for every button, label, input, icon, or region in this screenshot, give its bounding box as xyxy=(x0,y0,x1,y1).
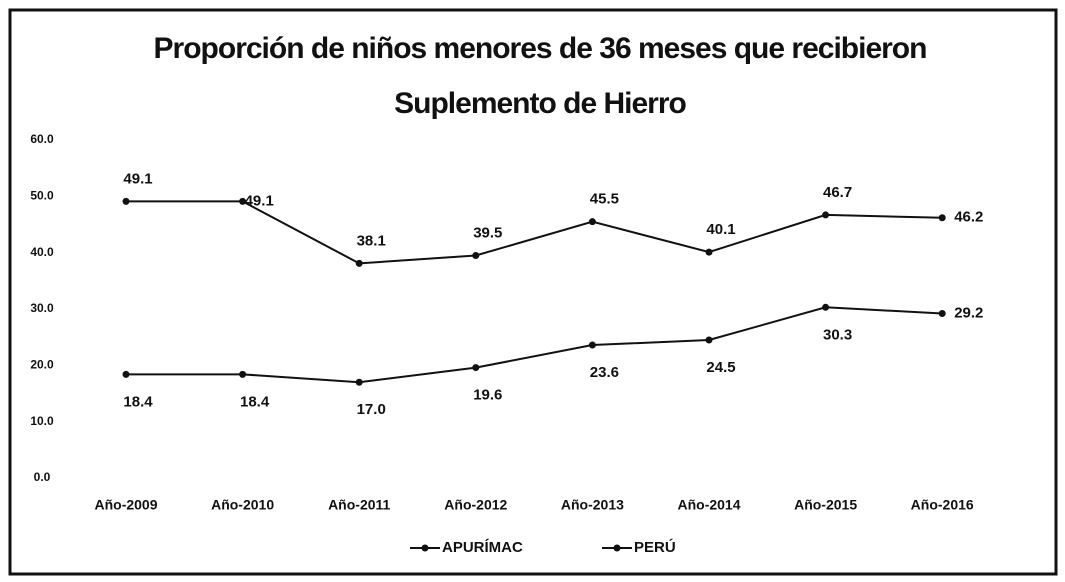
data-label: 49.1 xyxy=(245,192,274,209)
chart-title: Proporción de niños menores de 36 meses … xyxy=(154,32,927,65)
point xyxy=(588,218,596,226)
point xyxy=(938,310,946,318)
legend-marker xyxy=(421,544,429,552)
frame xyxy=(8,8,1058,576)
point xyxy=(938,214,946,222)
point xyxy=(355,378,363,386)
x-tick-label: Año-2011 xyxy=(328,497,390,513)
point xyxy=(472,364,480,372)
y-tick-label: 50.0 xyxy=(30,189,54,203)
data-label: 17.0 xyxy=(357,401,386,418)
data-label: 38.1 xyxy=(357,232,386,249)
point xyxy=(122,370,130,378)
point xyxy=(239,197,247,205)
data-label: 46.7 xyxy=(823,184,852,201)
data-label: 40.1 xyxy=(706,221,735,238)
x-tick-label: Año-2013 xyxy=(561,497,624,513)
legend-label: PERÚ xyxy=(634,538,676,556)
data-label: 45.5 xyxy=(590,191,619,208)
point xyxy=(822,211,830,219)
y-tick-label: 0.0 xyxy=(34,470,51,484)
point xyxy=(705,336,713,344)
x-tick-label: Año-2009 xyxy=(94,497,157,513)
data-label: 18.4 xyxy=(123,393,153,410)
data-label: 39.5 xyxy=(473,224,502,241)
x-tick-label: Año-2012 xyxy=(444,497,507,513)
series-line xyxy=(126,306,943,384)
x-tick-label: Año-2016 xyxy=(911,497,974,513)
chart-title: Suplemento de Hierro xyxy=(394,87,686,120)
y-tick-label: 20.0 xyxy=(30,358,54,372)
x-tick-label: Año-2015 xyxy=(794,497,857,513)
y-tick-label: 40.0 xyxy=(30,245,54,259)
point xyxy=(822,303,830,311)
point xyxy=(239,370,247,378)
data-label: 30.3 xyxy=(823,326,852,343)
data-label: 46.2 xyxy=(954,209,983,226)
y-tick-label: 30.0 xyxy=(30,301,54,315)
legend-label: APURÍMAC xyxy=(442,539,523,556)
y-tick-label: 10.0 xyxy=(30,414,54,428)
legend-marker xyxy=(613,544,621,552)
data-label: 49.1 xyxy=(123,170,152,187)
series-line xyxy=(126,200,943,265)
point xyxy=(705,248,713,256)
point xyxy=(122,197,130,205)
y-tick-label: 60.0 xyxy=(30,132,54,146)
data-label: 19.6 xyxy=(473,387,502,404)
data-label: 23.6 xyxy=(590,364,619,381)
point xyxy=(588,341,596,349)
x-tick-label: Año-2010 xyxy=(211,497,274,513)
point xyxy=(472,251,480,259)
data-label: 24.5 xyxy=(706,359,735,376)
point xyxy=(355,259,363,267)
data-label: 29.2 xyxy=(954,304,983,321)
data-label: 18.4 xyxy=(240,393,270,410)
x-tick-label: Año-2014 xyxy=(677,497,740,513)
